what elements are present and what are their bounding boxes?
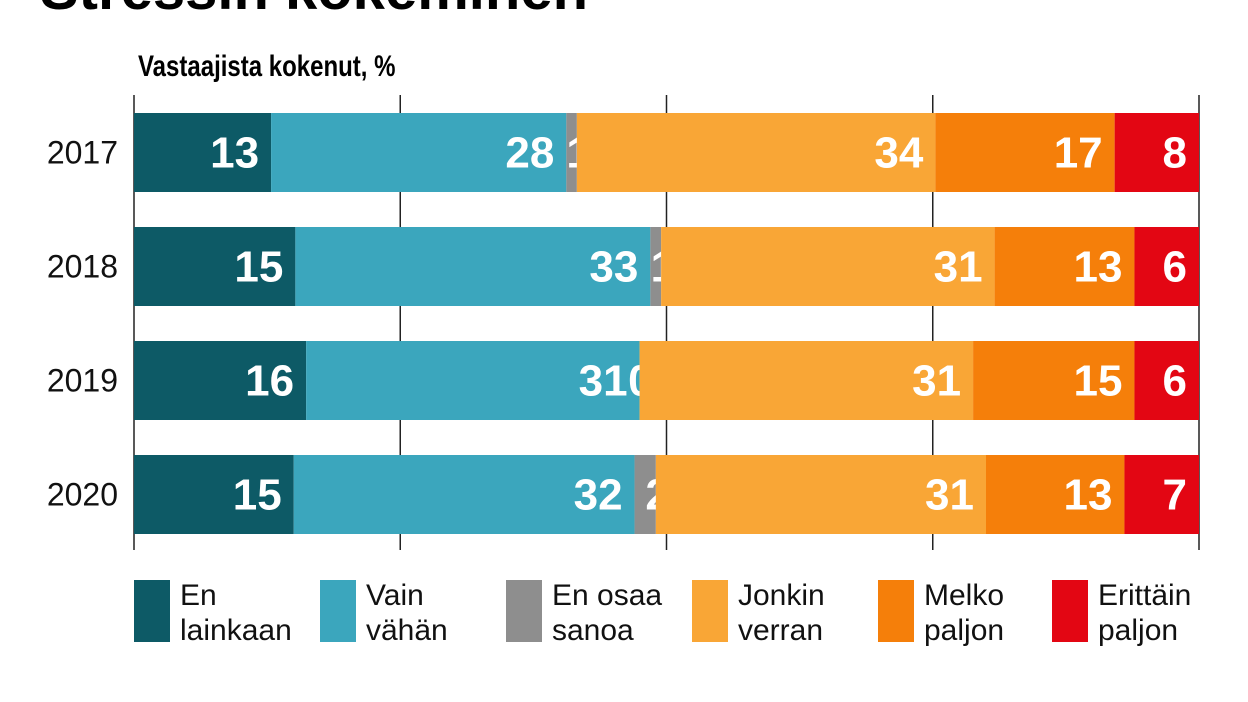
- legend-item: Vain vähän: [320, 579, 506, 648]
- data-label: 31: [579, 357, 628, 406]
- legend-item: Erittäin paljon: [1052, 579, 1238, 648]
- data-label: 31: [934, 243, 983, 292]
- legend-label: En lainkaan: [180, 579, 292, 647]
- bar-segment: [295, 227, 651, 306]
- legend-label: Vain vähän: [366, 579, 448, 647]
- bar-segment: [134, 455, 294, 534]
- legend-item: En osaa sanoa: [506, 579, 692, 648]
- bar-segment: [994, 227, 1135, 306]
- data-label: 8: [1163, 129, 1187, 178]
- bar-segment: [661, 227, 995, 306]
- legend-swatch: [320, 580, 356, 642]
- data-label: 13: [210, 129, 259, 178]
- bar-segment: [655, 455, 986, 534]
- legend-swatch: [506, 580, 542, 642]
- category-label: 2020: [47, 477, 118, 513]
- category-label: 2017: [47, 135, 118, 171]
- legend-label: Melko paljon: [924, 579, 1005, 647]
- bar-segment: [576, 113, 936, 192]
- bar-segment: [634, 455, 656, 534]
- data-label: 31: [925, 471, 974, 520]
- bar-segment: [134, 113, 272, 192]
- data-label: 13: [1074, 243, 1123, 292]
- bar-segment: [271, 113, 567, 192]
- bar-segment: [1134, 227, 1199, 306]
- bar-segment: [1114, 113, 1199, 192]
- data-label: 31: [912, 357, 961, 406]
- legend-swatch: [878, 580, 914, 642]
- data-label: 15: [233, 471, 282, 520]
- bar-segment: [566, 113, 577, 192]
- legend-item: En lainkaan: [134, 579, 320, 648]
- bar-segment: [973, 341, 1135, 420]
- legend-swatch: [692, 580, 728, 642]
- data-label: 32: [574, 471, 623, 520]
- bar-segment: [639, 341, 974, 420]
- data-label: 33: [589, 243, 638, 292]
- category-label: 2018: [47, 249, 118, 285]
- legend-swatch: [134, 580, 170, 642]
- legend-item: Melko paljon: [878, 579, 1064, 648]
- data-label: 34: [874, 129, 923, 178]
- data-label: 15: [234, 243, 283, 292]
- bar-segment: [134, 227, 296, 306]
- data-label: 15: [1074, 357, 1123, 406]
- data-label: 13: [1063, 471, 1112, 520]
- bar-segment: [650, 227, 662, 306]
- bar-segment: [1134, 341, 1199, 420]
- legend-label: En osaa sanoa: [552, 579, 663, 647]
- bar-segment: [986, 455, 1125, 534]
- chart-subtitle: Vastaajista kokenut, %: [138, 50, 396, 83]
- data-label: 16: [245, 357, 294, 406]
- chart-title: Stressin kokeminen: [40, 0, 588, 23]
- data-label: 17: [1054, 129, 1103, 178]
- legend-label: Erittäin paljon: [1098, 579, 1192, 647]
- data-label: 6: [1163, 243, 1187, 292]
- data-label: 28: [505, 129, 554, 178]
- legend-label: Jonkin verran: [738, 579, 825, 647]
- bar-segment: [1124, 455, 1199, 534]
- category-label: 2019: [47, 363, 118, 399]
- bar-segment: [134, 341, 307, 420]
- data-label: 7: [1163, 471, 1187, 520]
- bar-segment: [306, 341, 640, 420]
- legend-item: Jonkin verran: [692, 579, 878, 648]
- bar-segment: [293, 455, 635, 534]
- bar-segment: [935, 113, 1115, 192]
- legend-swatch: [1052, 580, 1088, 642]
- data-label: 6: [1163, 357, 1187, 406]
